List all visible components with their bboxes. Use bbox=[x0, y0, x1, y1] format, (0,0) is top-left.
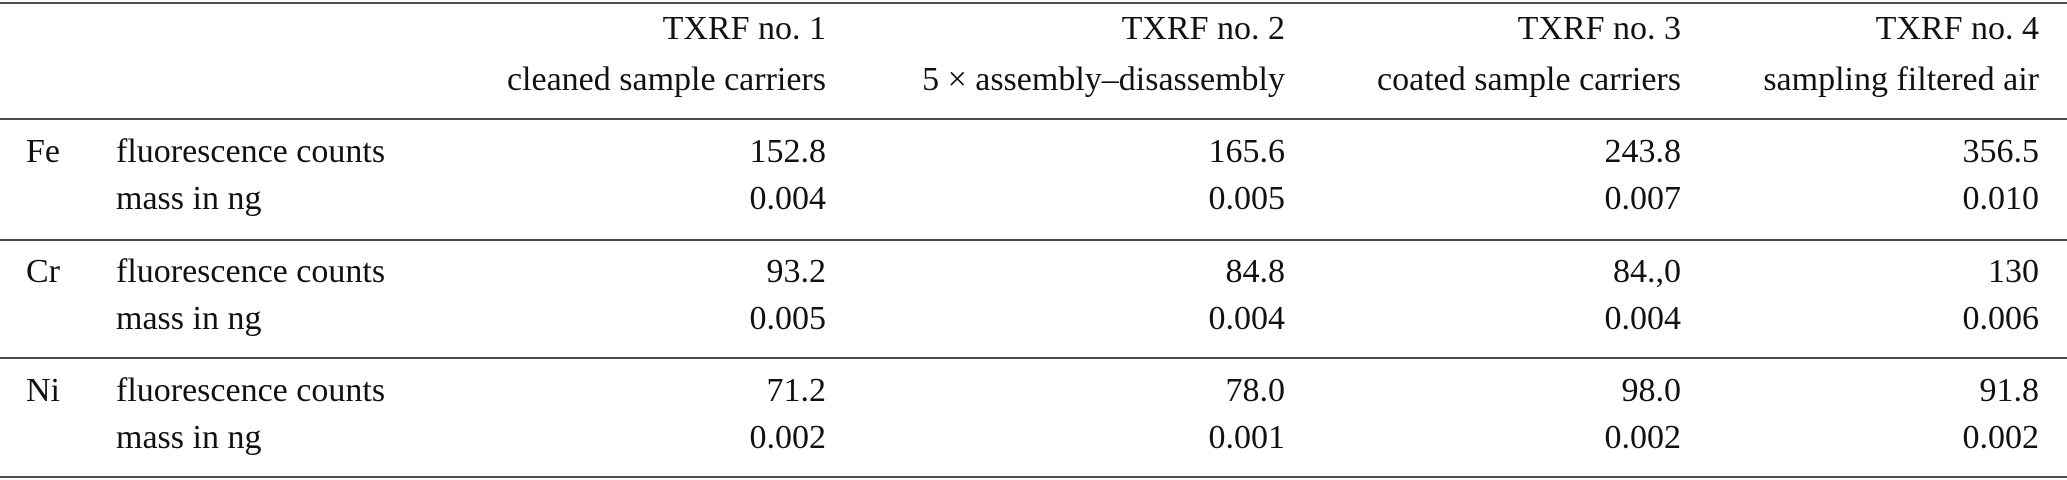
cell-value: 0.002 bbox=[750, 419, 827, 456]
element: Fe bbox=[26, 133, 60, 170]
cell-value: 165.6 bbox=[1209, 133, 1286, 170]
cell-value: 71.2 bbox=[767, 372, 827, 409]
element: Ni bbox=[26, 372, 60, 409]
row-label: mass in ng bbox=[116, 419, 261, 456]
cell-value: 84.8 bbox=[1226, 253, 1286, 290]
column-description: cleaned sample carriers bbox=[507, 61, 826, 98]
row-label: fluorescence counts bbox=[116, 133, 385, 170]
cell-value: 0.004 bbox=[750, 180, 827, 217]
column-description: sampling filtered air bbox=[1763, 61, 2039, 98]
column-name: TXRF no. 2 bbox=[1122, 10, 1285, 47]
row-label: mass in ng bbox=[116, 300, 261, 337]
column-description: coated sample carriers bbox=[1377, 61, 1681, 98]
column-name: TXRF no. 3 bbox=[1518, 10, 1681, 47]
cell-value: 0.004 bbox=[1605, 300, 1682, 337]
cell-value: 78.0 bbox=[1226, 372, 1286, 409]
cell-value: 98.0 bbox=[1622, 372, 1682, 409]
cell-value: 0.002 bbox=[1963, 419, 2040, 456]
column-name: TXRF no. 1 bbox=[663, 10, 826, 47]
cell-value: 0.005 bbox=[750, 300, 827, 337]
cell-value: 243.8 bbox=[1605, 133, 1682, 170]
cell-value: 91.8 bbox=[1980, 372, 2040, 409]
element: Cr bbox=[26, 253, 61, 290]
cell-value: 356.5 bbox=[1963, 133, 2040, 170]
cell-value: 84.,0 bbox=[1613, 253, 1681, 290]
row-label: mass in ng bbox=[116, 180, 261, 217]
cell-value: 130 bbox=[1988, 253, 2039, 290]
cell-value: 152.8 bbox=[750, 133, 827, 170]
cell-value: 0.006 bbox=[1963, 300, 2040, 337]
row-label: fluorescence counts bbox=[116, 372, 385, 409]
cell-value: 0.001 bbox=[1209, 419, 1286, 456]
cell-value: 0.005 bbox=[1209, 180, 1286, 217]
cell-value: 93.2 bbox=[767, 253, 827, 290]
cell-value: 0.010 bbox=[1963, 180, 2040, 217]
cell-value: 0.002 bbox=[1605, 419, 1682, 456]
cell-value: 0.004 bbox=[1209, 300, 1286, 337]
column-name: TXRF no. 4 bbox=[1876, 10, 2039, 47]
cell-value: 0.007 bbox=[1605, 180, 1682, 217]
row-label: fluorescence counts bbox=[116, 253, 385, 290]
column-description: 5 × assembly–disassembly bbox=[922, 61, 1285, 98]
